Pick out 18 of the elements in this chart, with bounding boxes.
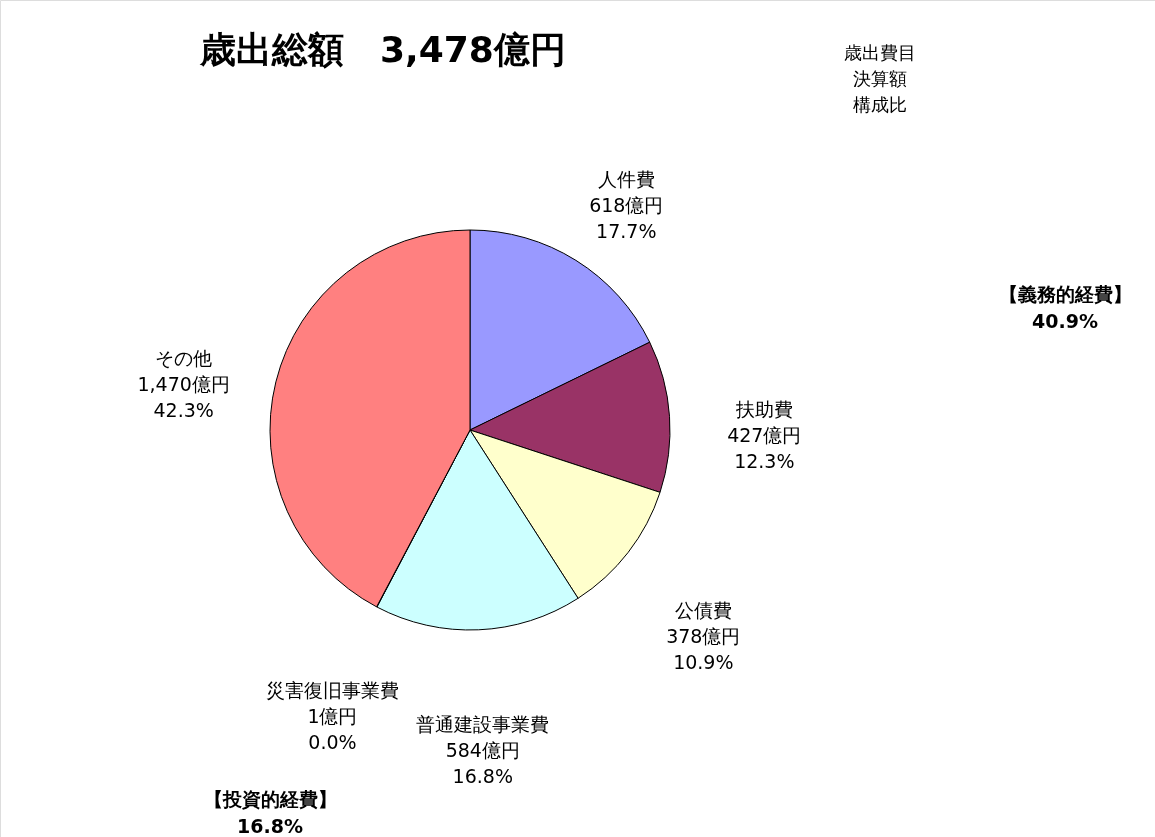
data-label: 1億円 0.0%	[307, 704, 358, 753]
slice-label: 公債費	[674, 598, 732, 621]
text: 【義務的経費】 40.9%	[998, 283, 1132, 332]
slice-label: 扶助費	[734, 397, 793, 420]
data-label: 584億円 16.8%	[445, 738, 520, 787]
text: 決算額	[853, 68, 907, 89]
text: 構成比	[853, 94, 907, 115]
data-label: 1,470億円 42.3%	[137, 373, 230, 422]
data-label: 618億円 17.7%	[589, 193, 664, 242]
slice-label: 災害復旧事業費	[265, 678, 399, 701]
text: 歳出費目	[844, 42, 916, 63]
text: 【投資的経費】 16.8%	[203, 788, 337, 837]
chart-title: 歳出総額 3,478億円	[199, 29, 566, 70]
data-label: 427億円 12.3%	[727, 423, 802, 472]
slice-label: その他	[155, 347, 213, 370]
slice-label: 人件費	[597, 167, 655, 190]
slice-label: 普通建設事業費	[416, 712, 550, 735]
data-label: 378億円 10.9%	[666, 624, 741, 673]
